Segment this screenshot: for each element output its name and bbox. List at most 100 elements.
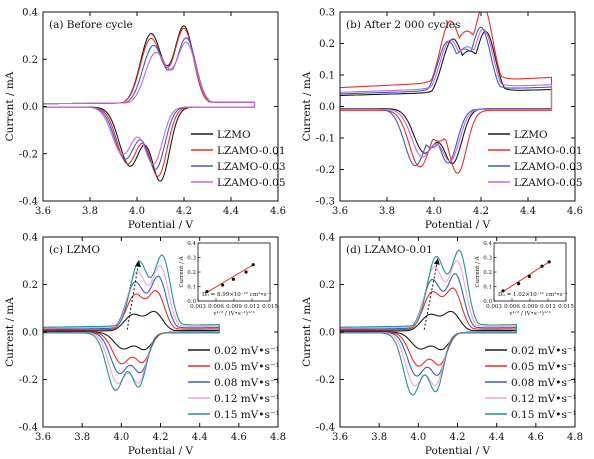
legend-label-2: 0.08 mV•s⁻¹ bbox=[214, 377, 280, 389]
inset-point-4 bbox=[547, 260, 551, 264]
inset-x-tick-label: 0.009 bbox=[522, 304, 538, 310]
peak-shift-arrowhead bbox=[433, 258, 440, 265]
x-tick-label: 4.8 bbox=[567, 432, 583, 443]
inset-y-tick-label: 0.4 bbox=[187, 241, 196, 247]
x-tick-label: 4.4 bbox=[520, 206, 536, 217]
inset-x-tick-label: 0.006 bbox=[504, 304, 520, 310]
x-tick-label: 4.8 bbox=[270, 432, 286, 443]
inset-point-1 bbox=[517, 282, 521, 286]
inset-x-axis-label: v¹ᐟ² / (V•s⁻¹)¹ᐟ² bbox=[212, 310, 254, 317]
y-tick-label: 0.4 bbox=[22, 233, 38, 244]
y-tick-label: -0.2 bbox=[316, 375, 335, 386]
x-tick-label: 4.0 bbox=[426, 206, 442, 217]
y-tick-label: -0.3 bbox=[316, 197, 335, 208]
y-tick-label: -0.4 bbox=[19, 423, 38, 434]
x-tick-label: 4.6 bbox=[231, 432, 247, 443]
x-axis-label: Potential / V bbox=[128, 219, 194, 231]
inset-y-axis-label: Current / A bbox=[475, 255, 481, 287]
inset-x-tick-label: 0.003 bbox=[486, 304, 502, 310]
x-tick-label: 3.8 bbox=[379, 206, 395, 217]
x-tick-label: 3.8 bbox=[74, 432, 90, 443]
x-tick-label: 4.2 bbox=[450, 432, 466, 443]
inset-point-4 bbox=[251, 263, 255, 267]
legend-label-3: LZAMO-0.05 bbox=[514, 177, 583, 189]
inset-point-2 bbox=[527, 274, 532, 278]
series-line-0 bbox=[340, 30, 553, 165]
x-tick-label: 4.4 bbox=[223, 206, 239, 217]
x-tick-label: 3.6 bbox=[35, 206, 51, 217]
inset-y-tick-label: 0.1 bbox=[483, 285, 492, 291]
x-tick-label: 4.6 bbox=[528, 432, 544, 443]
y-tick-label: -0.2 bbox=[316, 165, 335, 176]
x-tick-label: 4.2 bbox=[473, 206, 489, 217]
inset-annotation: Dₗᵢ = 8.99×10⁻¹² cm²•s⁻¹ bbox=[202, 291, 272, 298]
y-tick-label: 0.0 bbox=[319, 328, 335, 339]
legend-label-2: LZAMO-0.03 bbox=[217, 161, 286, 173]
panel-title: (b) After 2 000 cycles bbox=[346, 19, 460, 31]
inset-x-tick-label: 0.012 bbox=[244, 304, 260, 310]
x-tick-label: 3.6 bbox=[332, 432, 348, 443]
x-tick-label: 4.0 bbox=[113, 432, 129, 443]
x-tick-label: 4.4 bbox=[192, 432, 208, 443]
inset-x-tick-label: 0.009 bbox=[226, 304, 242, 310]
inset-x-tick-label: 0.015 bbox=[558, 304, 574, 310]
panel-title: (d) LZAMO-0.01 bbox=[346, 244, 433, 256]
y-tick-label: 0.4 bbox=[22, 8, 38, 19]
legend-label-1: LZAMO-0.01 bbox=[217, 145, 286, 157]
y-tick-label: 0.0 bbox=[22, 102, 38, 113]
x-tick-label: 3.6 bbox=[332, 206, 348, 217]
legend-label-0: 0.02 mV•s⁻¹ bbox=[511, 345, 577, 357]
panel-title: (a) Before cycle bbox=[49, 19, 133, 31]
x-tick-label: 3.8 bbox=[82, 206, 98, 217]
inset-y-tick-label: 0.3 bbox=[483, 256, 492, 262]
y-tick-label: -0.2 bbox=[19, 375, 38, 386]
series-line-4 bbox=[43, 254, 220, 391]
inset-d: 0.003 0.006 0.009 0.012 0.015 0.0 0.1 0.2 0.3 0.4… bbox=[475, 241, 574, 317]
y-tick-label: 0.2 bbox=[22, 280, 38, 291]
inset-y-tick-label: 0.4 bbox=[483, 241, 492, 247]
legend-label-2: LZAMO-0.03 bbox=[514, 161, 583, 173]
legend-label-2: 0.08 mV•s⁻¹ bbox=[511, 377, 577, 389]
series-line-3 bbox=[43, 41, 256, 166]
legend-label-3: LZAMO-0.05 bbox=[217, 177, 286, 189]
x-tick-label: 4.0 bbox=[410, 432, 426, 443]
inset-x-tick-label: 0.012 bbox=[540, 304, 556, 310]
inset-frame bbox=[197, 242, 271, 302]
inset-y-axis-label: Current / A bbox=[179, 255, 185, 287]
inset-y-tick-label: 0.3 bbox=[187, 256, 196, 262]
y-axis-label: Current / mA bbox=[301, 297, 313, 367]
x-axis-label: Potential / V bbox=[425, 219, 491, 231]
y-tick-label: 0.2 bbox=[319, 280, 335, 291]
peak-shift-arrow bbox=[423, 258, 439, 330]
x-tick-label: 4.4 bbox=[489, 432, 505, 443]
series-group bbox=[340, 12, 553, 174]
inset-y-tick-label: 0.2 bbox=[187, 270, 196, 276]
x-tick-label: 4.6 bbox=[270, 206, 286, 217]
x-tick-label: 4.6 bbox=[567, 206, 583, 217]
x-tick-label: 4.0 bbox=[129, 206, 145, 217]
legend-label-4: 0.15 mV•s⁻¹ bbox=[214, 409, 280, 421]
panel-title: (c) LZMO bbox=[49, 244, 100, 256]
y-axis-label: Current / mA bbox=[301, 71, 313, 141]
legend-label-3: 0.12 mV•s⁻¹ bbox=[511, 393, 577, 405]
x-tick-label: 4.2 bbox=[153, 432, 169, 443]
panel-d: 3.6 3.8 4.0 4.2 4.4 4.6 4.8 -0.4 -0.2 0.0 0.2 0.4 Po… bbox=[301, 233, 583, 458]
legend-label-1: 0.05 mV•s⁻¹ bbox=[214, 361, 280, 373]
inset-x-tick-label: 0.003 bbox=[190, 304, 206, 310]
legend-label-3: 0.12 mV•s⁻¹ bbox=[214, 393, 280, 405]
series-group bbox=[43, 254, 220, 391]
y-tick-label: -0.1 bbox=[316, 134, 335, 145]
inset-c: 0.003 0.006 0.009 0.012 0.015 0.0 0.1 0.2 0.3 0.4… bbox=[179, 241, 278, 317]
inset-point-3 bbox=[540, 264, 544, 268]
x-axis-label: Potential / V bbox=[425, 445, 491, 457]
y-tick-label: -0.4 bbox=[316, 423, 335, 434]
legend-label-4: 0.15 mV•s⁻¹ bbox=[511, 409, 577, 421]
x-axis-label: Potential / V bbox=[128, 445, 194, 457]
y-tick-label: -0.4 bbox=[19, 197, 38, 208]
legend-label-1: 0.05 mV•s⁻¹ bbox=[511, 361, 577, 373]
peak-shift-arrowhead bbox=[134, 260, 141, 268]
series-line-3 bbox=[340, 28, 553, 162]
inset-point-2 bbox=[231, 277, 235, 281]
y-axis-label: Current / mA bbox=[4, 297, 16, 367]
